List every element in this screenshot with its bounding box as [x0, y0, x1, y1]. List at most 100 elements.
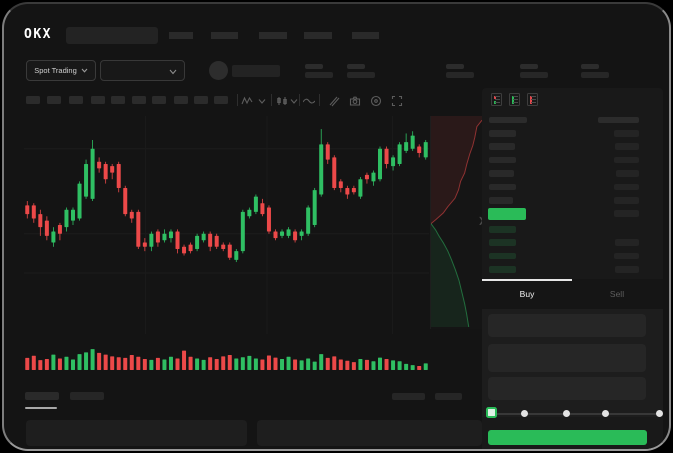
- target-icon[interactable]: [370, 94, 382, 107]
- chevron-down-icon[interactable]: [288, 94, 300, 106]
- orderbook-mode-icon[interactable]: [527, 93, 538, 106]
- ask-row-price[interactable]: [489, 183, 516, 191]
- bottom-tab-active[interactable]: [25, 392, 59, 400]
- stat-label-placeholder: [347, 64, 365, 69]
- bid-row-price[interactable]: [489, 266, 516, 273]
- stat-value-placeholder: [581, 72, 609, 78]
- stat-label-placeholder: [446, 64, 464, 69]
- ask-row-amount: [614, 130, 639, 137]
- price-field[interactable]: [488, 314, 646, 337]
- percent-slider-handle[interactable]: [486, 407, 497, 418]
- timeframe-chip[interactable]: [47, 96, 61, 104]
- orderbook-mode-icon[interactable]: [509, 93, 520, 106]
- slider-stop-dot[interactable]: [563, 410, 571, 417]
- volume-chart: [25, 349, 428, 370]
- toolbar-divider: [237, 94, 238, 106]
- tab-buy[interactable]: Buy: [519, 289, 535, 299]
- chevron-down-icon: [81, 68, 88, 73]
- price-row-amount: [614, 210, 639, 217]
- timeframe-chip[interactable]: [69, 96, 83, 104]
- ask-row-price[interactable]: [489, 143, 515, 150]
- book-header-price: [489, 117, 527, 123]
- slider-stop-dot[interactable]: [521, 410, 529, 417]
- bid-row-amount: [614, 252, 639, 260]
- amount-field[interactable]: [488, 344, 646, 372]
- draw-pencil-icon[interactable]: [328, 94, 340, 107]
- stat-label-placeholder: [520, 64, 538, 69]
- bottom-action-placeholder[interactable]: [392, 393, 425, 400]
- slider-stop-dot[interactable]: [655, 410, 663, 417]
- total-field[interactable]: [488, 377, 646, 400]
- timeframe-chip[interactable]: [214, 96, 228, 104]
- market-selector-label: Spot Trading: [34, 66, 77, 75]
- pair-coin-avatar: [209, 61, 228, 80]
- depth-chart: [431, 116, 482, 327]
- ask-row-price[interactable]: [489, 156, 516, 164]
- timeframe-chip[interactable]: [26, 96, 40, 104]
- chevron-down-icon[interactable]: [256, 94, 268, 106]
- pair-name-placeholder: [232, 65, 280, 77]
- book-header-amount: [598, 117, 639, 123]
- active-tab-indicator: [482, 279, 572, 281]
- bottom-tab[interactable]: [70, 392, 104, 400]
- open-orders-panel: [26, 420, 247, 446]
- chevron-down-icon: [169, 69, 177, 75]
- bid-row-amount: [615, 266, 639, 273]
- bottom-action-placeholder[interactable]: [435, 393, 462, 400]
- nav-item-placeholder[interactable]: [211, 32, 238, 39]
- ask-row-amount: [616, 170, 639, 177]
- nav-item-placeholder[interactable]: [169, 32, 193, 39]
- ask-row-amount: [614, 197, 639, 204]
- depth-collapse-handle[interactable]: ❯: [478, 216, 485, 225]
- toolbar-divider: [319, 94, 320, 106]
- ask-row-price[interactable]: [489, 197, 513, 204]
- nav-item-placeholder[interactable]: [259, 32, 287, 39]
- pair-dropdown[interactable]: [100, 60, 185, 81]
- stat-value-placeholder: [347, 72, 375, 78]
- timeframe-chip[interactable]: [111, 96, 125, 104]
- stat-label-placeholder: [581, 64, 599, 69]
- candlestick-chart[interactable]: [24, 116, 429, 334]
- timeframe-chip[interactable]: [152, 96, 166, 104]
- bottom-tab-indicator: [25, 407, 57, 409]
- okx-logo: OKX: [24, 27, 52, 42]
- toolbar-divider: [271, 94, 272, 106]
- tab-sell[interactable]: Sell: [609, 289, 625, 299]
- stat-value-placeholder: [446, 72, 474, 78]
- ask-row-amount: [615, 143, 639, 150]
- search-input[interactable]: [66, 27, 158, 44]
- stat-value-placeholder: [520, 72, 548, 78]
- ask-row-price[interactable]: [489, 170, 514, 177]
- bid-row-price[interactable]: [489, 239, 516, 246]
- wave-line-icon[interactable]: [302, 94, 316, 106]
- stat-value-placeholder: [305, 72, 333, 78]
- buy-submit-button[interactable]: [488, 430, 647, 445]
- timeframe-chip[interactable]: [91, 96, 105, 104]
- ask-row-price[interactable]: [489, 130, 516, 137]
- bid-row-price[interactable]: [489, 226, 516, 233]
- nav-item-placeholder[interactable]: [304, 32, 332, 39]
- timeframe-chip[interactable]: [194, 96, 208, 104]
- fullscreen-icon[interactable]: [391, 94, 403, 107]
- indicator-zigzag-icon[interactable]: [241, 94, 253, 106]
- order-history-panel: [257, 420, 482, 446]
- orderbook-mode-icon[interactable]: [491, 93, 502, 106]
- camera-icon[interactable]: [349, 94, 361, 106]
- ask-row-amount: [614, 183, 639, 191]
- market-selector-button[interactable]: Spot Trading: [26, 60, 96, 81]
- toolbar-divider: [299, 94, 300, 106]
- slider-stop-dot[interactable]: [601, 410, 609, 417]
- depth-chart-panel: [430, 116, 482, 329]
- stat-label-placeholder: [305, 64, 323, 69]
- bid-row-price[interactable]: [489, 252, 516, 260]
- order-form-tabs: Buy Sell: [482, 279, 663, 309]
- percent-slider-track[interactable]: [491, 413, 659, 415]
- nav-item-placeholder[interactable]: [352, 32, 379, 39]
- timeframe-chip[interactable]: [174, 96, 188, 104]
- last-price-highlight[interactable]: [488, 208, 526, 220]
- candle-type-icon[interactable]: [276, 94, 288, 106]
- bid-row-amount: [615, 239, 639, 246]
- timeframe-chip[interactable]: [132, 96, 146, 104]
- ask-row-amount: [614, 156, 639, 164]
